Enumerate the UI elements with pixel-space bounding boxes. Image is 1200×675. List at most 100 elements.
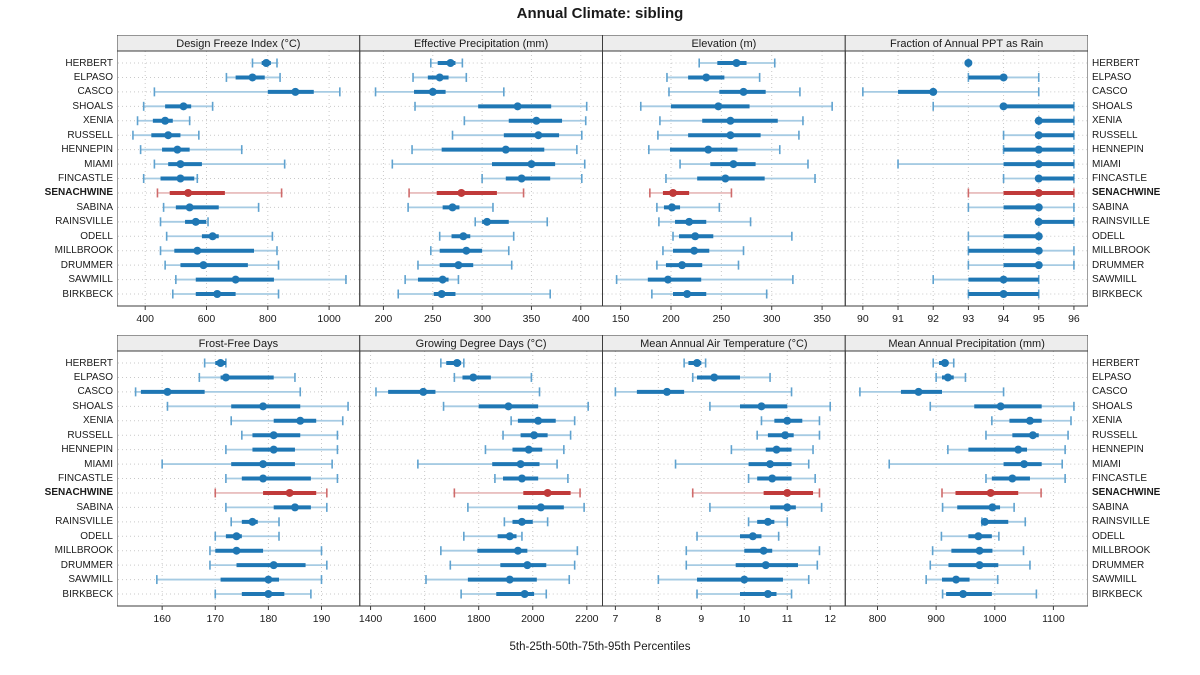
site-label-sawmill: SAWMILL (68, 574, 113, 586)
site-label-sabina: SABINA (1092, 201, 1129, 213)
site-label-hennepin: HENNEPIN (1092, 144, 1144, 156)
site-label-rainsville: RAINSVILLE (1092, 516, 1150, 528)
row-fincastle (225, 474, 339, 483)
row-odell (463, 531, 523, 541)
row-rainsville (1034, 217, 1075, 227)
panel-growing-degree-days-c-: Growing Degree Days (°C) 1400 1600 1800 2000… (359, 335, 603, 625)
row-russell (132, 130, 200, 140)
row-herbert (683, 358, 707, 368)
site-label-elpaso: ELPASO (1092, 371, 1132, 383)
row-senachwine (214, 488, 328, 498)
row-sawmill (156, 575, 323, 585)
site-label-fincastle: FINCASTLE (57, 473, 113, 484)
row-xenia (510, 416, 576, 426)
row-shoals (166, 401, 349, 411)
axis-tick-label: 300 (763, 313, 781, 325)
site-label-sawmill: SAWMILL (1092, 574, 1137, 586)
row-millbrook (209, 546, 323, 556)
site-label-shoals: SHOALS (72, 100, 113, 112)
row-sabina (467, 502, 585, 512)
row-xenia (136, 116, 191, 126)
axis-tick-label: 350 (813, 313, 831, 325)
row-sabina (407, 202, 494, 212)
row-herbert (964, 58, 973, 68)
row-hennepin (484, 445, 565, 455)
row-shoals (442, 401, 589, 411)
site-label-xenia: XENIA (82, 115, 113, 127)
site-label-miami: MIAMI (84, 458, 113, 470)
site-label-casco: CASCO (1092, 386, 1128, 398)
row-xenia (659, 116, 804, 126)
axis-tick-label: 93 (963, 313, 975, 325)
panel-header-label: Effective Precipitation (mm) (414, 38, 548, 50)
site-label-russell: RUSSELL (67, 129, 113, 141)
site-label-senachwine: SENACHWINE (1092, 487, 1161, 499)
row-elpaso (453, 372, 533, 382)
panel-header-label: Frost-Free Days (199, 338, 279, 350)
row-drummer (685, 560, 819, 570)
row-elpaso (666, 72, 761, 82)
row-rainsville (658, 217, 752, 227)
axis-tick-label: 190 (313, 613, 331, 625)
row-millbrook (685, 546, 821, 556)
row-hennepin (411, 145, 578, 155)
site-label-casco: CASCO (77, 86, 113, 98)
row-herbert (932, 358, 955, 368)
axis-tick-label: 250 (713, 313, 731, 325)
row-casco (134, 387, 302, 397)
axis-tick-label: 2200 (575, 613, 599, 625)
row-odell (214, 531, 280, 541)
row-fincastle (747, 474, 816, 483)
panel-elevation-m-: Elevation (m) 150 200 250 300 350 (602, 35, 846, 325)
site-label-millbrook: MILLBROOK (54, 245, 113, 257)
row-senachwine (156, 188, 283, 198)
row-senachwine (967, 188, 1075, 198)
row-senachwine (649, 188, 733, 198)
site-label-birkbeck: BIRKBECK (1092, 288, 1143, 300)
row-millbrook (429, 246, 510, 256)
row-herbert (429, 58, 464, 68)
row-senachwine (408, 188, 525, 198)
row-birkbeck (460, 589, 548, 599)
row-sabina (967, 202, 1075, 212)
site-label-xenia: XENIA (1092, 115, 1123, 127)
row-odell (696, 531, 780, 541)
site-label-sawmill: SAWMILL (68, 274, 113, 286)
axis-tick-label: 94 (998, 313, 1010, 325)
row-millbrook (931, 546, 1025, 556)
axis-tick-label: 11 (782, 613, 793, 625)
site-label-rainsville: RAINSVILLE (55, 216, 113, 228)
axis-tick-label: 90 (857, 313, 869, 325)
site-label-elpaso: ELPASO (73, 371, 113, 383)
row-casco (859, 387, 1005, 397)
site-label-miami: MIAMI (1092, 458, 1121, 470)
row-birkbeck (651, 289, 768, 299)
row-sawmill (925, 575, 999, 585)
axis-tick-label: 150 (612, 313, 630, 325)
site-label-shoals: SHOALS (72, 400, 113, 412)
site-label-casco: CASCO (1092, 86, 1128, 98)
panel-header-label: Design Freeze Index (°C) (176, 38, 300, 50)
row-birkbeck (171, 289, 280, 299)
row-drummer (967, 260, 1075, 270)
site-label-senachwine: SENACHWINE (44, 487, 113, 499)
row-rainsville (159, 217, 209, 227)
panel-mean-annual-precipitation-mm-: Mean Annual Precipitation (mm) 800 900 1000… (844, 335, 1088, 625)
panel-effective-precipitation-mm-: Effective Precipitation (mm) 200 250 300 350… (359, 35, 603, 325)
row-russell (451, 130, 583, 140)
row-xenia (760, 416, 821, 426)
row-casco (374, 87, 505, 97)
row-miami (674, 459, 810, 469)
row-xenia (991, 416, 1072, 426)
site-label-casco: CASCO (77, 386, 113, 398)
site-label-xenia: XENIA (82, 415, 113, 427)
row-xenia (463, 116, 587, 126)
site-label-drummer: DRUMMER (1092, 259, 1145, 271)
site-label-hennepin: HENNEPIN (61, 144, 113, 156)
panel-header-label: Mean Annual Air Temperature (°C) (640, 338, 807, 350)
site-label-senachwine: SENACHWINE (1092, 187, 1161, 199)
row-fincastle (494, 474, 569, 483)
site-label-birkbeck: BIRKBECK (62, 588, 113, 600)
row-shoals (709, 401, 832, 411)
axis-tick-label: 8 (655, 613, 661, 625)
